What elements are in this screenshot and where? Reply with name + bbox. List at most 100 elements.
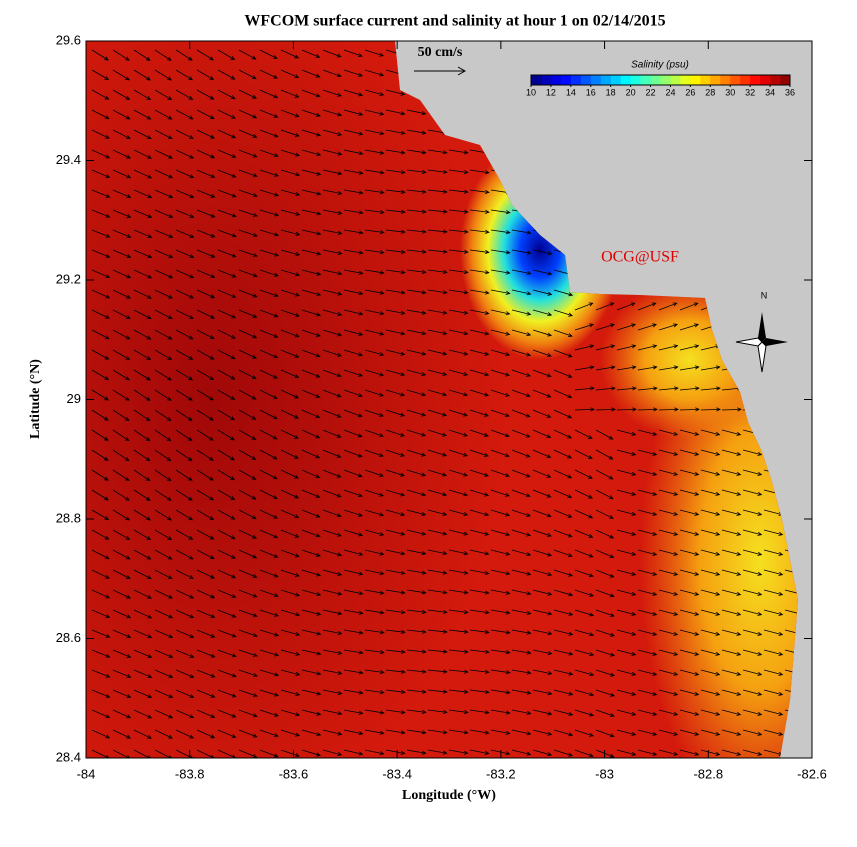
current-arrow <box>91 549 110 560</box>
current-arrow <box>175 249 195 258</box>
current-arrow <box>385 309 406 315</box>
current-arrow <box>469 349 490 356</box>
current-arrow <box>742 669 763 676</box>
current-arrow <box>364 349 385 356</box>
current-arrow <box>196 49 215 61</box>
current-arrow <box>448 549 469 556</box>
current-arrow <box>532 309 553 317</box>
current-arrow <box>658 429 679 436</box>
current-arrow <box>175 269 195 279</box>
current-arrow <box>385 749 406 755</box>
current-arrow <box>616 323 637 331</box>
current-arrow <box>364 669 385 675</box>
current-arrow <box>175 489 193 501</box>
current-arrow <box>406 249 427 254</box>
current-arrow <box>238 709 258 718</box>
current-arrow <box>301 429 321 439</box>
current-arrow <box>238 509 257 520</box>
current-arrow <box>532 329 553 337</box>
current-arrow <box>532 489 552 498</box>
current-arrow <box>280 169 301 177</box>
current-arrow <box>553 649 574 656</box>
current-arrow <box>658 649 679 656</box>
current-arrow <box>280 229 301 236</box>
current-arrow <box>343 749 364 756</box>
current-arrow <box>742 649 763 656</box>
current-arrow <box>154 689 174 699</box>
current-arrow <box>406 229 427 234</box>
current-arrow <box>469 569 490 575</box>
current-arrow <box>343 629 364 635</box>
current-arrow <box>511 709 532 715</box>
current-arrow <box>595 529 615 539</box>
current-arrow <box>595 569 615 578</box>
current-arrow <box>196 489 215 501</box>
current-arrow <box>763 649 784 656</box>
current-arrow <box>364 529 385 536</box>
current-arrow <box>175 389 193 401</box>
current-arrow <box>658 529 679 536</box>
colorbar-tick-label: 30 <box>725 87 735 97</box>
current-arrow <box>133 349 152 361</box>
current-arrow <box>574 509 594 519</box>
current-arrow <box>364 709 385 715</box>
current-arrow <box>175 149 195 159</box>
current-arrow <box>511 729 532 736</box>
current-arrow <box>532 369 552 378</box>
current-arrow <box>742 589 763 596</box>
current-arrow <box>658 709 679 716</box>
current-arrow <box>175 729 195 739</box>
current-arrow <box>469 729 490 735</box>
current-arrow <box>217 529 236 540</box>
current-arrow <box>406 669 427 674</box>
current-arrow <box>448 429 469 437</box>
current-arrow <box>532 469 552 478</box>
colorbar-cell <box>610 75 622 85</box>
current-arrow <box>763 669 784 676</box>
current-arrow <box>406 129 427 135</box>
current-arrow <box>511 309 532 316</box>
current-arrow <box>364 589 385 595</box>
current-arrow <box>511 329 532 337</box>
current-arrow <box>112 169 132 179</box>
current-arrow <box>259 669 280 677</box>
current-arrow <box>448 749 469 755</box>
current-arrow <box>175 189 195 198</box>
current-arrow <box>469 549 490 556</box>
x-axis-label: Longitude (°W) <box>402 788 496 803</box>
current-arrow <box>175 209 195 218</box>
current-arrow <box>301 749 322 757</box>
current-arrow <box>301 189 322 196</box>
current-arrow <box>238 409 257 420</box>
current-arrow <box>238 349 257 359</box>
current-arrow <box>595 629 615 637</box>
current-arrow <box>133 89 152 101</box>
current-arrow <box>154 249 174 259</box>
x-tick-label: -83 <box>595 766 614 781</box>
current-arrow <box>595 365 616 371</box>
current-arrow <box>322 249 343 256</box>
current-arrow <box>385 689 406 694</box>
current-arrow <box>469 329 490 336</box>
current-arrow <box>364 269 385 275</box>
current-arrow <box>385 469 406 477</box>
current-arrow <box>112 629 132 638</box>
current-arrow <box>112 289 132 299</box>
current-arrow <box>154 129 173 140</box>
current-arrow <box>196 289 216 299</box>
current-arrow <box>154 369 172 381</box>
current-arrow <box>406 629 427 634</box>
current-arrow <box>616 509 637 516</box>
current-arrow <box>490 489 510 497</box>
current-arrow <box>490 469 510 478</box>
current-arrow <box>658 549 679 556</box>
current-arrow <box>427 169 448 174</box>
current-arrow <box>112 69 131 81</box>
current-arrow <box>343 549 364 556</box>
current-arrow <box>238 729 258 738</box>
current-arrow <box>553 589 574 597</box>
current-arrow <box>259 709 279 717</box>
current-arrow <box>448 449 469 457</box>
current-arrow <box>133 589 152 599</box>
current-arrow <box>112 409 130 421</box>
